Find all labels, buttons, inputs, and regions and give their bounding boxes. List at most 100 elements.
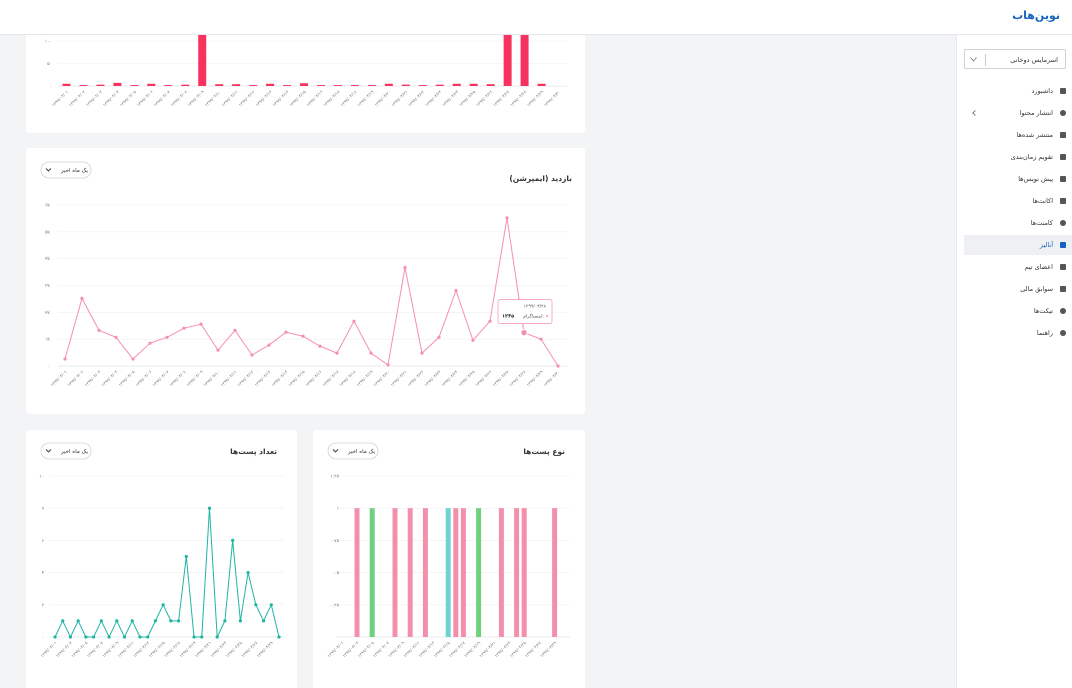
bar: [521, 508, 527, 637]
menu-label: راهنما: [1036, 329, 1053, 337]
y-tick-label: ۰: [50, 85, 52, 90]
chevron: [45, 168, 52, 172]
header: نوین‌هاب: [0, 0, 1072, 35]
point: [165, 335, 169, 339]
charts: ۰۵۰۱۰۰۱۳۹۹/۰۴/۰۱۱۳۹۹/۰۴/۰۲۱۳۹۹/۰۴/۰۳۱۳۹۹…: [26, 0, 585, 688]
menu-item[interactable]: تقویم زمان‌بندی: [964, 147, 1072, 167]
filter-select[interactable]: یک ماه اخیر: [40, 442, 92, 460]
bar: [503, 0, 512, 86]
account-select[interactable]: اسرمایس دوخانی: [964, 49, 1066, 69]
menu-item[interactable]: اکانت‌ها: [964, 191, 1072, 211]
point: [76, 619, 80, 623]
filter-select[interactable]: یک ماه اخیر: [40, 161, 92, 179]
y-tick-label: ۲k: [45, 310, 50, 316]
bar: [266, 83, 275, 86]
point: [246, 571, 250, 575]
point: [369, 351, 373, 355]
point-highlight: [520, 328, 528, 337]
menu-item[interactable]: راهنما: [964, 323, 1072, 343]
chart-title: بازدید (ایمپرشن): [509, 174, 572, 183]
menu-label: آنالیز: [1039, 241, 1053, 249]
point: [207, 506, 212, 510]
menu-label: اعضای تیم: [1024, 263, 1053, 271]
point: [176, 619, 181, 623]
bar: [520, 0, 529, 86]
menu-item[interactable]: داشبورد: [964, 81, 1072, 101]
chart-title: تعداد پست‌ها: [230, 447, 277, 456]
point: [138, 635, 142, 639]
menu-label: تقویم زمان‌بندی: [1010, 153, 1053, 161]
bar: [164, 85, 173, 86]
bar: [249, 85, 258, 86]
account-name: اسرمایس دوخانی: [1010, 56, 1058, 64]
chevron: [970, 57, 977, 62]
y-tick-label: ۲: [42, 603, 45, 608]
point: [403, 265, 407, 270]
menu-label: منتشر شده‌ها: [1016, 131, 1053, 139]
point: [318, 344, 322, 348]
y-tick-label: ۴: [42, 571, 45, 576]
point: [199, 322, 203, 326]
menu-label: اکانت‌ها: [1032, 197, 1053, 205]
point: [153, 619, 158, 623]
menu-item[interactable]: انتشار محتوا: [964, 103, 1072, 123]
bar: [453, 508, 459, 637]
point: [192, 635, 196, 639]
bar: [418, 85, 427, 86]
card: [26, 430, 297, 688]
point: [505, 216, 509, 220]
y-tick-label: ۸: [42, 507, 45, 512]
bar: [476, 508, 482, 637]
menu-item[interactable]: تیکت‌ها: [964, 301, 1072, 321]
bar: [422, 508, 428, 637]
point: [107, 635, 111, 639]
filter-box: [40, 161, 92, 179]
bar: [369, 508, 375, 637]
point: [556, 364, 560, 368]
chevron: [332, 449, 339, 453]
point: [254, 603, 258, 607]
filter-box: [40, 442, 92, 460]
point: [63, 357, 67, 361]
y-tick-label: ۰.۵: [333, 571, 340, 576]
logo[interactable]: نوین‌هاب: [1012, 9, 1060, 22]
point: [277, 635, 281, 639]
menu-item[interactable]: اعضای تیم: [964, 257, 1072, 277]
filter-select[interactable]: یک ماه اخیر: [327, 442, 379, 460]
y-tick-label: ۳k: [45, 283, 50, 289]
tooltip: [497, 299, 553, 324]
y-tick-label: ۶k: [45, 203, 50, 209]
menu-item[interactable]: سوابق مالی: [964, 279, 1072, 299]
bar: [552, 508, 558, 637]
point: [148, 341, 152, 345]
bar: [215, 84, 224, 86]
point: [231, 538, 235, 543]
point: [169, 619, 173, 623]
point: [215, 635, 219, 639]
bar: [232, 84, 241, 86]
y-tick-label: ۶: [42, 539, 44, 544]
point: [92, 635, 96, 639]
point: [216, 348, 220, 352]
bar: [96, 84, 105, 86]
menu-item[interactable]: پیش نویس‌ها: [964, 169, 1072, 189]
point: [122, 635, 127, 639]
bar: [469, 83, 478, 86]
bar: [452, 83, 461, 86]
menu-label: سوابق مالی: [1020, 285, 1053, 293]
bar: [367, 85, 376, 86]
point: [386, 363, 390, 367]
menu-item[interactable]: آنالیز: [964, 235, 1072, 255]
point: [131, 357, 135, 361]
point: [454, 288, 458, 293]
menu-label: تیکت‌ها: [1033, 307, 1053, 315]
point: [233, 328, 237, 332]
point: [267, 343, 271, 347]
bar: [62, 83, 71, 86]
bar: [79, 85, 88, 86]
menu-item[interactable]: کامنت‌ها: [964, 213, 1072, 233]
point: [161, 603, 165, 607]
point: [184, 554, 188, 559]
menu-item[interactable]: منتشر شده‌ها: [964, 125, 1072, 145]
